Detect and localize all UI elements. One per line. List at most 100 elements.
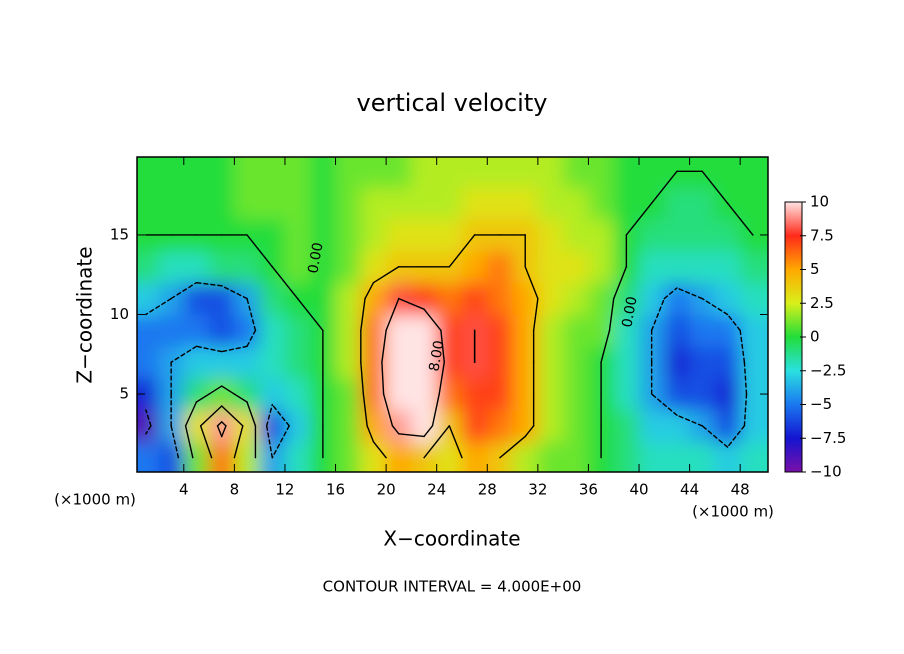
field-cell (310, 219, 337, 252)
field-cell (360, 409, 387, 443)
field-cell (664, 378, 691, 411)
field-cell (512, 378, 539, 411)
x-tick-label: 32 (528, 481, 547, 499)
field-cell (537, 441, 564, 472)
field-cell (689, 187, 716, 220)
contour-line (221, 285, 248, 300)
field-cell (664, 157, 691, 188)
field-cell (234, 378, 261, 411)
field-cell (689, 346, 716, 379)
contour-line (663, 287, 678, 300)
contour-line (184, 425, 194, 459)
field-cell (284, 314, 311, 347)
field-cell (689, 441, 716, 472)
field-cell (310, 250, 337, 284)
field-cell (639, 282, 665, 315)
field-cell (411, 157, 438, 188)
contour-line (372, 266, 400, 284)
contour-line (381, 361, 385, 395)
field-cell (411, 346, 438, 379)
field-cell (411, 219, 438, 252)
field-cell (284, 346, 311, 379)
contour-line (701, 425, 729, 448)
field-cell (714, 219, 741, 252)
field-cell (461, 187, 488, 220)
field-cell (461, 378, 488, 411)
field-cell (664, 219, 691, 252)
field-cell (411, 187, 438, 220)
contour-line (726, 425, 746, 448)
contour-line (650, 170, 678, 204)
field-cell (664, 346, 691, 379)
field-cell (563, 219, 589, 252)
contour-label: 8.00 (426, 339, 447, 372)
field-cell (360, 314, 387, 347)
field-cell (209, 441, 235, 472)
field-cell (137, 157, 159, 188)
contour-line (391, 425, 400, 435)
field-cell (183, 441, 210, 472)
contour-line (145, 297, 172, 316)
field-cell (360, 250, 387, 284)
x-tick-label: 44 (680, 481, 699, 499)
field-cell (335, 314, 362, 347)
field-cell (537, 378, 564, 411)
field-cell (234, 157, 261, 188)
colorbar-tick-label: −7.5 (810, 429, 846, 447)
x-tick-label: 48 (731, 481, 750, 499)
field-cell (234, 314, 261, 347)
colorbar-tick-label: 7.5 (810, 226, 834, 244)
field-cell (183, 282, 210, 315)
field-cell (563, 378, 589, 411)
contour-line (271, 403, 290, 427)
field-cell (209, 282, 235, 315)
x-tick-label: 4 (179, 481, 189, 499)
x-tick-label: 40 (629, 481, 648, 499)
field-cell (664, 314, 691, 347)
field-cell (537, 314, 564, 347)
field-cell (563, 314, 589, 347)
field-cell (335, 282, 362, 315)
field-cell (158, 187, 185, 220)
field-cell (537, 219, 564, 252)
field-cell (588, 157, 615, 188)
contour-line (208, 385, 223, 395)
field-cell (639, 157, 665, 188)
field-cell (284, 187, 311, 220)
contour-line (265, 403, 274, 427)
field-cell (664, 250, 691, 284)
field-cell (259, 219, 286, 252)
field-cell (436, 346, 463, 379)
colorbar-tick-label: −5 (810, 395, 832, 413)
contour-line (625, 202, 653, 236)
field-cell (137, 441, 159, 472)
contour-line (372, 441, 387, 459)
contour-line (423, 425, 451, 459)
contour-line (221, 425, 227, 438)
field-cell (335, 409, 362, 443)
field-cell (335, 378, 362, 411)
contour-line (221, 405, 244, 427)
field-cell (360, 441, 387, 472)
field-cell (537, 250, 564, 284)
field-cell (563, 157, 589, 188)
field-cell (234, 187, 261, 220)
field-cell (487, 409, 514, 443)
field-cell (158, 157, 185, 188)
field-cell (310, 282, 337, 315)
contour-line (221, 421, 227, 427)
contour-line (743, 393, 748, 427)
field-cell (740, 250, 768, 284)
field-cell (335, 346, 362, 379)
field-cell (234, 346, 261, 379)
field-cell (613, 187, 640, 220)
field-cell (563, 346, 589, 379)
colorbar-tick-label: −2.5 (810, 361, 846, 379)
field-cell (740, 441, 768, 472)
field-cell (209, 187, 235, 220)
contour-line (170, 425, 180, 459)
field-cell (158, 250, 185, 284)
contour-line (676, 287, 703, 300)
contour-line (170, 345, 198, 363)
contour-line (246, 234, 274, 268)
